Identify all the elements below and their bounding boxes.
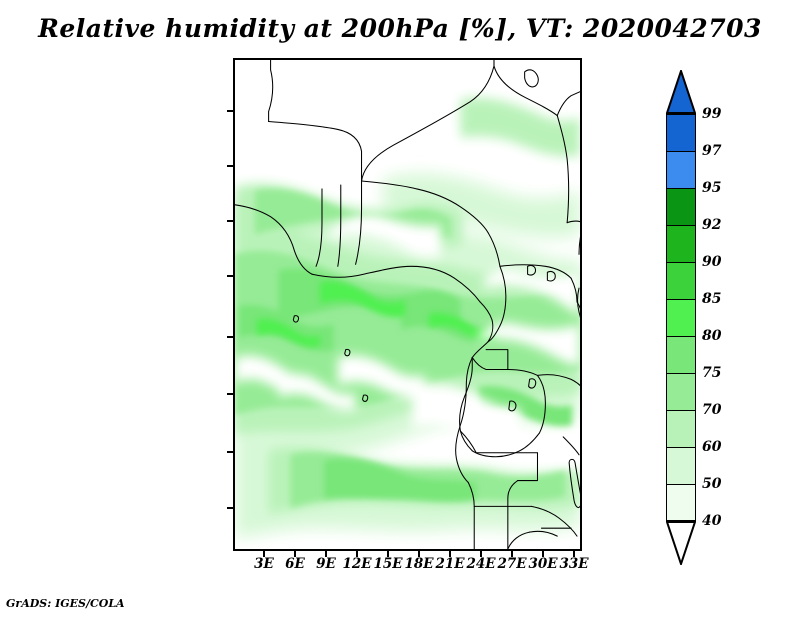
colorbar-tick-97: 97 [702,143,722,159]
colorbar-band-above-99 [666,70,696,114]
colorbar-band-97-99 [666,114,696,151]
colorbar-tick-95: 95 [702,180,722,196]
x-tick [263,551,265,557]
page-title: Relative humidity at 200hPa [%], VT: 202… [38,14,762,43]
colorbar-tick-40: 40 [702,513,722,529]
colorbar-tick-90: 90 [702,254,722,270]
y-tick [227,336,233,338]
x-axis-label-12e: 12E [342,556,372,572]
x-axis-label-30e: 30E [528,556,558,572]
y-tick [227,275,233,277]
colorbar-band-40-50 [666,484,696,521]
colorbar-tick-70: 70 [702,402,722,418]
y-tick [227,165,233,167]
x-tick [418,551,420,557]
x-tick [325,551,327,557]
x-axis-label-33e: 33E [559,556,589,572]
x-tick [542,551,544,557]
colorbar-band-95-97 [666,151,696,188]
colorbar-band-85-90 [666,262,696,299]
x-axis-label-21e: 21E [435,556,465,572]
colorbar-tick-50: 50 [702,476,722,492]
x-tick [356,551,358,557]
colorbar-band-75-80 [666,336,696,373]
y-tick [227,507,233,509]
x-axis-label-6e: 6E [285,556,305,572]
x-axis-label-9e: 9E [316,556,336,572]
x-axis-label-3e: 3E [254,556,274,572]
colorbar-tick-60: 60 [702,439,722,455]
colorbar-tick-85: 85 [702,291,722,307]
x-tick [449,551,451,557]
x-tick [573,551,575,557]
y-tick [227,451,233,453]
y-tick [227,220,233,222]
map-panel [227,58,582,557]
colorbar: 99 97 95 92 90 85 80 75 70 60 50 40 [666,70,721,565]
colorbar-tick-99: 99 [702,106,722,122]
x-tick [511,551,513,557]
colorbar-band-50-60 [666,447,696,484]
x-axis-label-18e: 18E [404,556,434,572]
colorbar-band-below-40 [666,521,696,565]
x-tick [294,551,296,557]
colorbar-band-92-95 [666,188,696,225]
x-axis-label-27e: 27E [497,556,527,572]
map-frame [233,58,582,551]
x-tick [387,551,389,557]
colorbar-tick-75: 75 [702,365,722,381]
x-axis-label-15e: 15E [373,556,403,572]
y-tick [227,393,233,395]
x-tick [480,551,482,557]
humidity-field [235,60,580,549]
colorbar-band-80-85 [666,299,696,336]
colorbar-band-60-70 [666,410,696,447]
y-tick [227,110,233,112]
colorbar-tick-92: 92 [702,217,722,233]
grads-credit: GrADS: IGES/COLA [6,597,125,610]
colorbar-band-90-92 [666,225,696,262]
x-axis-label-24e: 24E [466,556,496,572]
colorbar-tick-80: 80 [702,328,722,344]
colorbar-band-70-75 [666,373,696,410]
